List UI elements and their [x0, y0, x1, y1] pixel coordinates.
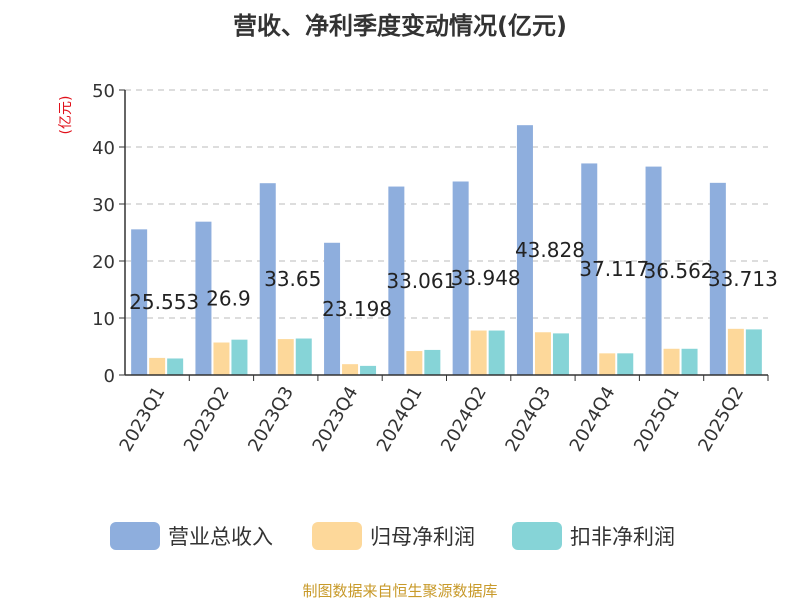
gridlines [125, 89, 768, 319]
bar-series-1 [277, 339, 294, 375]
bars [131, 125, 762, 376]
bar-series-2 [360, 365, 377, 375]
y-tick-label: 20 [92, 252, 115, 273]
bar-series-0 [452, 181, 469, 375]
data-label: 33.65 [264, 267, 321, 291]
legend-swatch [110, 522, 160, 550]
bar-series-2 [745, 329, 762, 375]
bar-series-1 [406, 351, 423, 375]
x-tick-label: 2025Q2 [694, 383, 748, 455]
data-label: 33.713 [708, 267, 778, 291]
y-tick-label: 40 [92, 138, 115, 159]
bar-series-2 [681, 348, 698, 375]
legend: 营业总收入 归母净利润 扣非净利润 [110, 522, 675, 550]
bar-series-0 [581, 163, 598, 375]
data-label: 36.562 [644, 259, 714, 283]
bar-series-1 [470, 330, 487, 375]
x-tick-label: 2025Q1 [630, 383, 684, 455]
x-tick-label: 2023Q1 [116, 383, 170, 455]
bar-series-0 [131, 229, 148, 375]
legend-label: 营业总收入 [168, 525, 273, 549]
bar-series-1 [727, 328, 744, 375]
x-tick-label: 2024Q4 [566, 383, 620, 455]
x-tick-label: 2023Q4 [308, 383, 362, 455]
bar-series-2 [167, 358, 184, 375]
x-tick-label: 2024Q3 [501, 383, 555, 455]
chart-title: 营收、净利季度变动情况(亿元) [233, 12, 567, 40]
x-tick-label: 2024Q2 [437, 383, 491, 455]
data-label: 43.828 [515, 238, 585, 262]
y-tick-label: 10 [92, 309, 115, 330]
data-label: 33.061 [386, 269, 456, 293]
data-label: 25.553 [129, 290, 199, 314]
data-labels: 25.553 26.933.6523.19833.06133.94843.8283… [129, 238, 778, 321]
bar-series-0 [195, 221, 212, 375]
y-tick-label: 0 [104, 366, 115, 387]
bar-series-0 [259, 183, 276, 375]
bar-series-2 [231, 339, 248, 375]
source-note: 制图数据来自恒生聚源数据库 [302, 582, 497, 600]
y-tick-label: 30 [92, 195, 115, 216]
bar-series-0 [516, 125, 533, 376]
bar-series-2 [295, 338, 312, 375]
data-label: 37.117 [579, 257, 649, 281]
bar-series-1 [149, 357, 166, 375]
bar-series-1 [534, 332, 551, 375]
legend-swatch [512, 522, 562, 550]
bar-series-1 [213, 342, 230, 375]
bar-series-0 [388, 186, 405, 375]
legend-label: 归母净利润 [370, 525, 475, 549]
bar-series-0 [709, 182, 726, 375]
bar-series-0 [324, 242, 341, 375]
bar-series-1 [599, 353, 616, 375]
y-axis-label: (亿元) [58, 96, 74, 135]
bar-series-2 [617, 353, 634, 375]
bar-series-0 [645, 166, 662, 375]
bar-series-2 [424, 349, 441, 375]
y-tick-label: 50 [92, 81, 115, 102]
bar-series-2 [552, 333, 569, 375]
bar-series-1 [342, 364, 359, 375]
data-label: 33.948 [451, 266, 521, 290]
legend-swatch [312, 522, 362, 550]
bar-series-2 [488, 330, 505, 375]
x-tick-label: 2024Q1 [373, 383, 427, 455]
bar-series-1 [663, 348, 680, 375]
legend-label: 扣非净利润 [570, 525, 675, 549]
data-label: 26.9 [206, 286, 251, 310]
x-tick-label: 2023Q3 [244, 383, 298, 455]
data-label: 23.198 [322, 297, 392, 321]
x-tick-label: 2023Q2 [180, 383, 234, 455]
